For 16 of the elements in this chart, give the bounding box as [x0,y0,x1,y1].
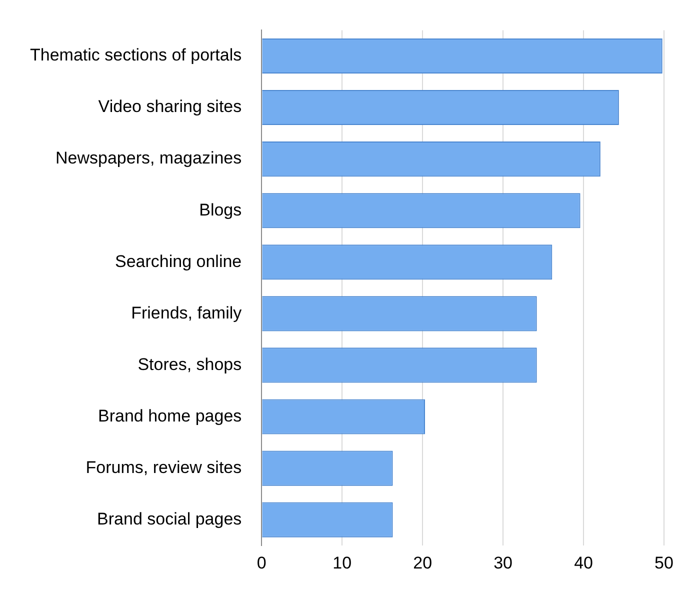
y-tick-label: Video sharing sites [98,97,242,116]
x-tick-label: 0 [256,553,266,572]
x-tick-label: 40 [574,553,593,572]
x-tick-label: 10 [332,553,352,572]
y-tick-label: Blogs [199,200,242,220]
y-tick-label: Brand home pages [98,406,242,426]
x-tick-label: 30 [494,553,513,572]
y-tick-label: Forums, review sites [86,458,242,477]
x-tick-label: 20 [413,553,432,572]
y-tick-label: Thematic sections of portals [30,46,242,65]
y-tick-label: Searching online [114,252,242,271]
y-tick-label: Brand social pages [97,510,242,529]
x-tick-label: 50 [654,553,674,572]
y-tick-label: Friends, family [131,303,242,322]
y-tick-label: Newspapers, magazines [55,148,242,168]
y-tick-label: Stores, shops [138,354,242,374]
